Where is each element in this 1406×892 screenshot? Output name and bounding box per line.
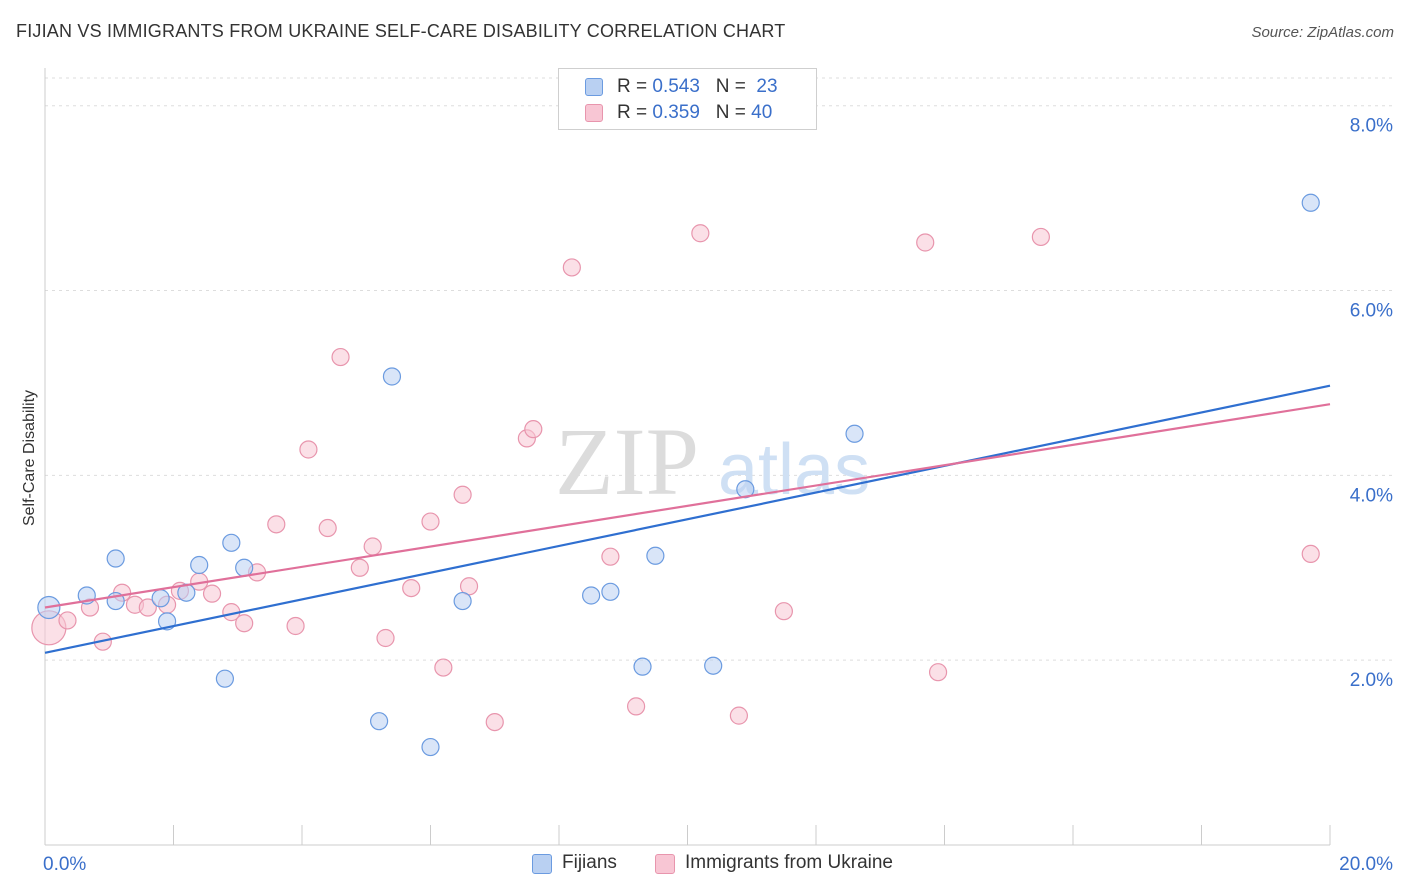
point-ukraine-23 [421,512,440,531]
point-ukraine-21 [376,628,395,648]
point-ukraine-18 [331,347,350,367]
ukraine-r-value: 0.359 [652,102,700,123]
point-ukraine-33 [691,224,710,243]
point-ukraine-14 [267,515,286,534]
legend-fijians-label: Fijians [562,852,617,873]
x-tick-label-0: 0.0% [43,854,86,875]
point-ukraine-32 [626,697,646,716]
point-fijians-12 [370,712,389,731]
trend-line-ukraine [44,403,1331,609]
point-ukraine-1 [58,611,77,630]
watermark: ZIP atlas [555,408,870,515]
legend-ukraine-label: Immigrants from Ukraine [685,852,893,873]
point-fijians-14 [453,591,472,611]
point-ukraine-38 [1031,227,1050,247]
point-fijians-13 [421,737,440,757]
point-fijians-10 [215,669,234,688]
point-ukraine-16 [299,440,318,459]
point-ukraine-30 [562,258,581,277]
axes [44,68,1331,846]
point-ukraine-12 [235,614,254,633]
point-ukraine-15 [286,616,305,636]
point-ukraine-29 [524,420,543,439]
y-tick-label-0: 2.0% [1350,670,1393,691]
fijians-r-value: 0.543 [652,76,700,97]
point-fijians-4 [190,555,209,575]
point-ukraine-25 [453,485,472,504]
point-fijians-6 [222,533,241,552]
point-fijians-2 [106,549,125,568]
fijians-swatch [585,78,603,96]
point-ukraine-10 [202,584,222,603]
y-tick-label-3: 8.0% [1350,116,1393,137]
point-ukraine-24 [434,658,453,677]
trend-lines [44,384,1331,654]
point-fijians-21 [845,424,864,443]
point-ukraine-37 [928,663,948,682]
point-ukraine-36 [916,233,935,252]
point-fijians-11 [382,367,402,386]
point-ukraine-20 [363,537,382,556]
point-ukraine-6 [138,598,157,617]
point-ukraine-17 [318,518,337,538]
ukraine-swatch [585,104,603,122]
ukraine-n-value: 40 [751,102,773,123]
trend-line-fijians [44,384,1331,654]
point-fijians-22 [1301,193,1320,212]
point-fijians-7 [151,589,170,608]
point-ukraine-19 [350,558,369,577]
data-points [31,193,1320,757]
point-fijians-15 [601,582,620,601]
y-tick-label-1: 4.0% [1350,485,1393,506]
point-fijians-19 [704,656,723,675]
point-fijians-9 [235,558,254,577]
legend-fijians-swatch [532,854,552,874]
tick-labels: 2.0% 4.0% 6.0% 8.0% 0.0% 20.0% [43,116,1393,875]
point-fijians-16 [582,586,601,605]
point-ukraine-35 [774,602,793,621]
series-legend: Fijians Immigrants from Ukraine [0,852,1406,878]
point-ukraine-34 [729,706,749,725]
point-ukraine-22 [402,579,421,598]
point-fijians-17 [646,546,665,565]
chart-title: FIJIAN VS IMMIGRANTS FROM UKRAINE SELF-C… [16,21,786,41]
source-label: Source: ZipAtlas.com [1251,24,1394,41]
point-ukraine-39 [1301,544,1320,564]
point-ukraine-27 [485,712,504,732]
x-tick-label-1: 20.0% [1339,854,1393,875]
y-tick-label-2: 6.0% [1350,301,1393,322]
stats-legend: R = 0.543 N = 23 R = 0.359 N = 40 [558,68,817,130]
watermark-zip: ZIP [555,408,699,515]
fijians-n-value: 23 [756,76,778,97]
point-fijians-18 [633,657,652,676]
legend-ukraine-swatch [655,854,675,874]
point-ukraine-31 [601,547,620,566]
